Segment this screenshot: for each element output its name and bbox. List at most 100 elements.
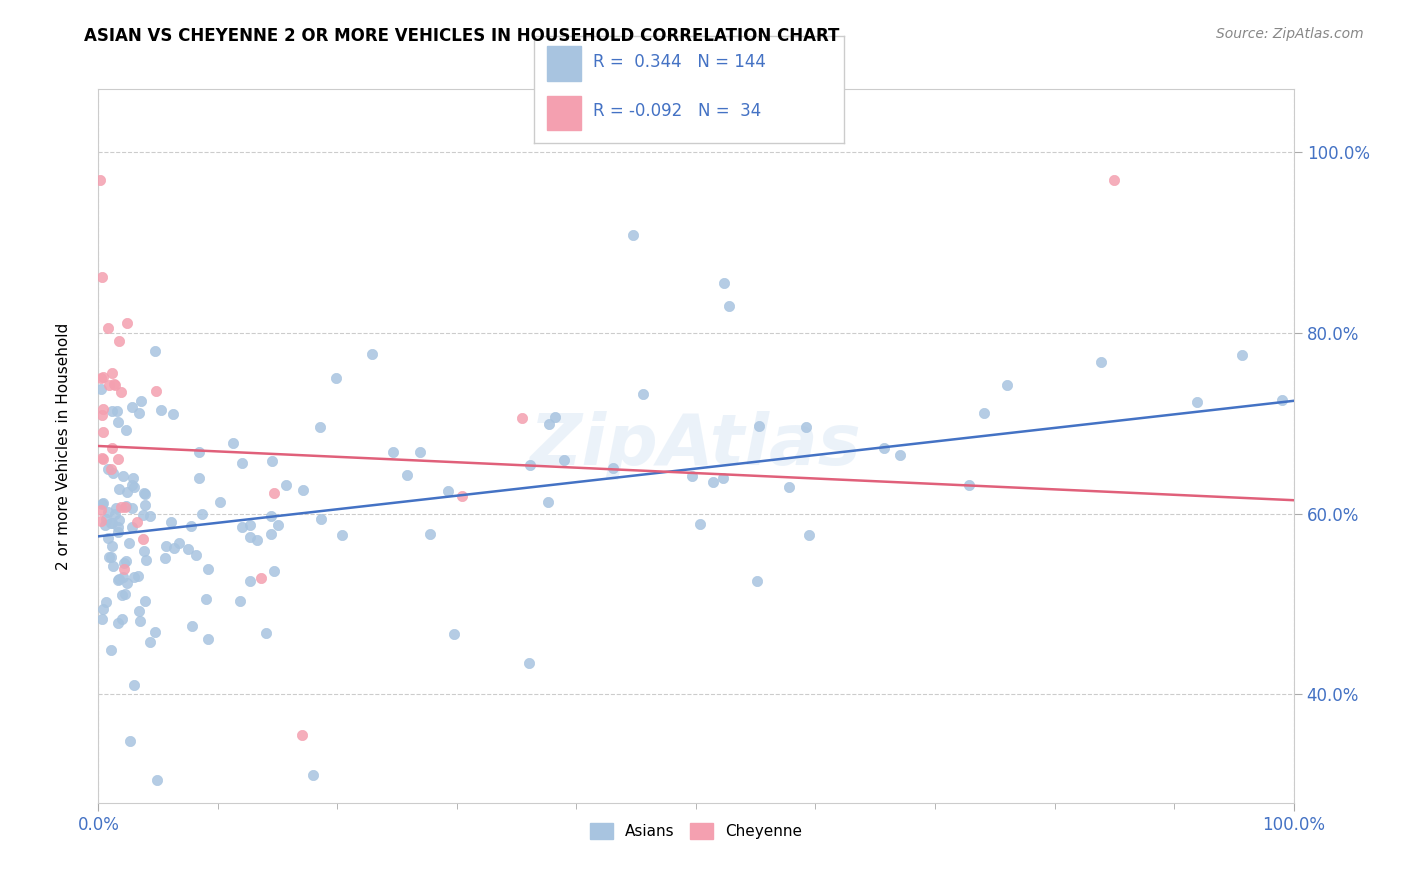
Point xyxy=(197,562,219,576)
Point xyxy=(134,594,156,608)
Point xyxy=(748,419,770,434)
Point xyxy=(94,595,117,609)
Point xyxy=(139,509,162,524)
Point xyxy=(188,471,211,485)
Point xyxy=(90,371,112,385)
Point xyxy=(111,570,134,584)
Point xyxy=(115,575,138,590)
Point xyxy=(180,519,202,533)
Point xyxy=(107,451,129,466)
Text: R = -0.092   N =  34: R = -0.092 N = 34 xyxy=(593,102,761,120)
Point xyxy=(973,406,995,420)
Point xyxy=(208,495,231,509)
Point xyxy=(125,515,148,529)
Point xyxy=(103,466,125,480)
Point xyxy=(311,512,333,526)
Point xyxy=(115,485,138,500)
Point xyxy=(111,588,134,602)
Point xyxy=(121,519,143,533)
Point xyxy=(681,468,703,483)
Point xyxy=(995,378,1018,392)
Point xyxy=(100,516,122,531)
Point xyxy=(104,378,127,392)
Point xyxy=(150,402,173,417)
Point xyxy=(100,462,122,476)
Point xyxy=(121,478,143,492)
Point xyxy=(100,549,122,564)
Point xyxy=(437,484,460,499)
Text: Source: ZipAtlas.com: Source: ZipAtlas.com xyxy=(1216,27,1364,41)
Point xyxy=(89,172,111,186)
Point xyxy=(229,594,252,608)
Point xyxy=(91,602,114,616)
Point xyxy=(396,468,419,483)
Point xyxy=(162,408,184,422)
Point xyxy=(112,556,135,570)
Point xyxy=(97,550,120,565)
Point xyxy=(797,528,820,542)
Point xyxy=(129,393,152,408)
Point xyxy=(90,502,112,516)
Point xyxy=(132,485,155,500)
Point xyxy=(153,550,176,565)
Point xyxy=(97,462,120,476)
Point xyxy=(381,444,404,458)
Point xyxy=(91,269,114,284)
Point xyxy=(127,569,149,583)
Point xyxy=(517,656,540,670)
Point xyxy=(419,527,441,541)
Point xyxy=(105,404,128,418)
Point xyxy=(143,625,166,640)
Point xyxy=(134,543,156,558)
Point xyxy=(537,417,560,431)
Point xyxy=(143,343,166,358)
Point xyxy=(167,536,190,550)
Point xyxy=(292,483,315,498)
Point xyxy=(139,635,162,649)
Point xyxy=(222,436,245,450)
Point xyxy=(103,507,125,521)
Text: 2 or more Vehicles in Household: 2 or more Vehicles in Household xyxy=(56,322,70,570)
Point xyxy=(107,525,129,540)
Point xyxy=(98,377,121,392)
Point xyxy=(122,678,145,692)
Point xyxy=(163,541,186,555)
Point xyxy=(108,334,131,348)
Point xyxy=(122,570,145,584)
Point xyxy=(90,497,112,511)
Point xyxy=(107,616,129,631)
Point xyxy=(254,625,277,640)
Point xyxy=(717,299,740,313)
Point xyxy=(544,409,567,424)
Point xyxy=(108,572,131,586)
Point xyxy=(309,420,332,434)
Point xyxy=(621,228,644,243)
Point xyxy=(260,526,283,541)
Point xyxy=(114,586,136,600)
Point xyxy=(91,496,114,510)
Point xyxy=(510,411,533,425)
Point xyxy=(121,500,143,515)
Point xyxy=(91,370,114,384)
Point xyxy=(276,478,298,492)
Point xyxy=(131,532,153,546)
Point xyxy=(91,401,114,416)
Point xyxy=(135,552,157,566)
Point xyxy=(180,619,202,633)
Point xyxy=(330,527,353,541)
Point xyxy=(91,452,114,467)
Point xyxy=(187,445,209,459)
Point xyxy=(145,384,167,398)
Point xyxy=(90,514,112,528)
Text: R =  0.344   N = 144: R = 0.344 N = 144 xyxy=(593,54,766,71)
Point xyxy=(108,513,131,527)
Point xyxy=(197,632,219,646)
Point xyxy=(713,277,735,291)
Point xyxy=(155,539,177,553)
Point xyxy=(239,530,262,544)
Point xyxy=(118,536,141,550)
Point xyxy=(110,500,132,515)
Point xyxy=(101,540,124,554)
Point xyxy=(97,505,120,519)
Point xyxy=(121,400,143,414)
